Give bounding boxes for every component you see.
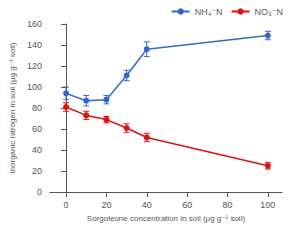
svg-text:20: 20 [101,200,111,210]
svg-text:0: 0 [37,187,42,197]
svg-text:NO₃⁻N: NO₃⁻N [255,7,283,17]
svg-text:140: 140 [27,40,42,50]
svg-text:NH₄⁻N: NH₄⁻N [195,7,223,17]
svg-text:100: 100 [260,200,275,210]
svg-text:20: 20 [32,166,42,176]
svg-text:60: 60 [32,124,42,134]
svg-text:40: 40 [142,200,152,210]
svg-text:Sorgoleone concentration in so: Sorgoleone concentration in soil (μg g⁻¹… [87,214,246,223]
svg-text:40: 40 [32,145,42,155]
svg-text:80: 80 [32,103,42,113]
svg-text:60: 60 [182,200,192,210]
svg-text:160: 160 [27,19,42,29]
svg-text:Inorganic nitrogen in soil (μg: Inorganic nitrogen in soil (μg g⁻¹ soil) [8,42,17,173]
svg-text:120: 120 [27,61,42,71]
svg-text:0: 0 [64,200,69,210]
svg-text:100: 100 [27,82,42,92]
svg-text:80: 80 [223,200,233,210]
